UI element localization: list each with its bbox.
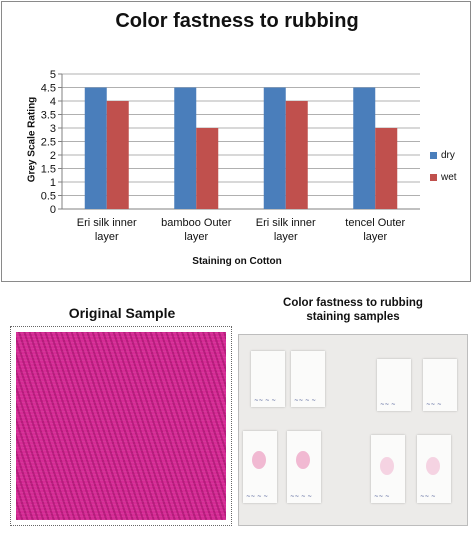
bar-wet [106, 101, 129, 209]
stain-mark [252, 451, 266, 469]
pink-fabric-image [16, 332, 226, 520]
swatch-card: ~~ ~ [423, 359, 457, 411]
legend-swatch-wet [430, 173, 437, 181]
legend-label-dry: dry [441, 149, 455, 161]
original-sample-title: Original Sample [68, 305, 176, 321]
y-tick-label: 2.5 [41, 137, 56, 149]
category-label: tencel Outer [345, 217, 405, 229]
stain-mark [296, 451, 310, 469]
chart-frame: 0 0.5 1 1.5 2 2.5 3 3.5 4 4.5 5 Eri silk inner layer… [1, 1, 471, 282]
chart-title: Color fastness to rubbing [115, 10, 359, 32]
category-label: Eri silk inner [256, 217, 316, 229]
category-label: layer [274, 231, 298, 243]
original-sample-panel: Original Sample [8, 302, 236, 530]
category-label: layer [184, 231, 208, 243]
category-label: Eri silk inner [77, 217, 137, 229]
category-label: layer [95, 231, 119, 243]
swatch-card: ~~ ~ ~ [251, 351, 285, 407]
bar-dry [353, 87, 376, 209]
bar-chart: 00.5 11.5 22.5 33.5 44.5 5 Eri silk inner layer… [41, 69, 420, 243]
y-tick-label: 0 [50, 204, 56, 216]
y-tick-label: 0.5 [41, 191, 56, 203]
bar-dry [263, 87, 286, 209]
bar-dry [84, 87, 107, 209]
bar-wet [375, 128, 398, 209]
y-tick-label: 3 [50, 123, 56, 135]
staining-samples-panel: Color fastness to rubbing staining sampl… [236, 296, 470, 532]
y-tick-label: 3.5 [41, 110, 56, 122]
y-tick-label: 4 [50, 96, 56, 108]
y-tick-label: 1 [50, 177, 56, 189]
category-label: layer [363, 231, 387, 243]
bar-wet [196, 128, 219, 209]
bar-wet [285, 101, 308, 209]
y-tick-label: 5 [50, 69, 56, 81]
legend: dry wet [430, 148, 457, 192]
staining-title-line2: staining samples [306, 311, 400, 323]
stain-mark [380, 457, 394, 475]
y-tick-label: 1.5 [41, 164, 56, 176]
legend-item-wet: wet [430, 170, 457, 184]
y-tick-label: 2 [50, 150, 56, 162]
swatch-card: ~~ ~ ~ [287, 431, 321, 503]
swatch-card: ~~ ~ [377, 359, 411, 411]
y-axis-label: Grey Scale Rating [26, 96, 38, 183]
swatch-card: ~~ ~ [417, 435, 451, 503]
stain-mark [426, 457, 440, 475]
staining-samples-photo: ~~ ~ ~ ~~ ~ ~ ~~ ~ ~~ ~ ~~ ~ ~ ~~ ~ ~ ~~… [238, 334, 468, 526]
y-tick-label: 4.5 [41, 83, 56, 95]
category-label: bamboo Outer [161, 217, 232, 229]
legend-item-dry: dry [430, 148, 457, 162]
x-axis-label: Staining on Cotton [192, 256, 282, 267]
original-sample-frame [10, 326, 232, 526]
swatch-card: ~~ ~ [371, 435, 405, 503]
swatch-card: ~~ ~ ~ [291, 351, 325, 407]
bar-dry [174, 87, 197, 209]
staining-title-line1: Color fastness to rubbing [283, 297, 423, 309]
legend-swatch-dry [430, 151, 437, 159]
swatch-card: ~~ ~ ~ [243, 431, 277, 503]
legend-label-wet: wet [441, 171, 457, 183]
staining-samples-title: Color fastness to rubbing staining sampl… [236, 296, 470, 324]
